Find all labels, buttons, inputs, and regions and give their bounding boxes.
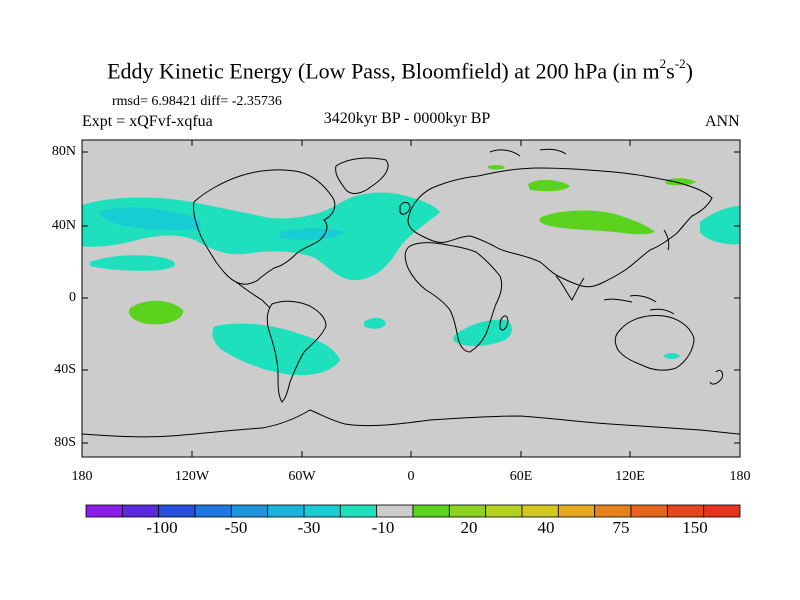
colorbar-label: 75 (612, 518, 630, 537)
colorbar-box (267, 504, 305, 518)
colorbar-label: 40 (537, 518, 555, 537)
colorbar-box (448, 504, 487, 518)
title-main: Eddy Kinetic Energy (Low Pass, Bloomfiel… (107, 58, 660, 84)
x-tick-label: 120E (615, 469, 645, 484)
colorbar-box (412, 504, 450, 518)
anomaly-region-north-atlantic-core (280, 228, 345, 240)
colorbar-box (594, 504, 632, 518)
coastline-north-america (193, 169, 336, 285)
x-tick-label: 180 (729, 469, 751, 484)
colorbar-label: 150 (682, 518, 708, 537)
coastline-japan (663, 229, 670, 251)
colorbar-box (521, 504, 559, 518)
plot-title: Eddy Kinetic Energy (Low Pass, Bloomfiel… (0, 56, 800, 84)
colorbar-box (485, 504, 523, 518)
stats-label: rmsd= 6.98421 diff= -2.35736 (112, 94, 282, 109)
y-tick-label: 40S (54, 362, 76, 377)
x-tick-label: 120W (174, 469, 210, 484)
colorbar-box (121, 504, 160, 518)
coastline-madagascar (499, 315, 509, 331)
colorbar-label: -10 (371, 518, 395, 537)
map-background (82, 140, 740, 457)
experiment-label: Expt = xQFvf-xqfua (82, 113, 213, 130)
colorbar-label: -50 (224, 518, 248, 537)
coastline-africa (404, 242, 503, 353)
anomaly-region-nw-pacific (700, 205, 740, 245)
anomaly-region-siberia (528, 180, 570, 192)
colorbar-box (158, 504, 196, 518)
colorbar-label: -30 (297, 518, 321, 537)
coastline-antarctica (82, 409, 740, 438)
coastline-british-isles (399, 201, 411, 215)
colorbar-box (557, 504, 596, 518)
colorbar-box (630, 504, 668, 518)
title-sup1: 2 (659, 56, 667, 71)
coastline-new-zealand (709, 369, 723, 385)
x-tick-label: 0 (407, 469, 415, 484)
anomaly-region-south-indian (453, 319, 513, 347)
season-label: ANN (705, 113, 740, 130)
anomaly-region-south-atlantic (364, 317, 386, 329)
coastline-india (555, 275, 585, 301)
anomaly-region-south-pacific (212, 323, 340, 376)
coastlines (82, 148, 740, 438)
anomaly-regions (82, 164, 740, 376)
title-end: ) (685, 58, 693, 84)
colorbar-box (85, 504, 123, 518)
x-tick-label: 180 (71, 469, 93, 484)
coastline-central-america (235, 281, 271, 309)
title-sup2: -2 (674, 56, 686, 71)
y-tick-label: 0 (69, 290, 76, 305)
y-tick-label: 40N (51, 218, 76, 233)
colorbar-box (303, 504, 341, 518)
colorbar-label: 20 (460, 518, 478, 537)
colorbar-box (339, 504, 378, 518)
colorbar-box (230, 504, 269, 518)
anomaly-region-arctic (488, 164, 505, 170)
map-ticks (81, 140, 741, 457)
colorbar-box (194, 504, 232, 518)
coastline-greenland (335, 157, 389, 194)
anomaly-region-australia-small (663, 353, 680, 359)
anomaly-region-east-siberia (666, 178, 696, 186)
colorbar-box (666, 504, 705, 518)
period-label: 3420kyr BP - 0000kyr BP (323, 110, 491, 127)
coastline-maritime (603, 295, 675, 315)
anomaly-region-central-asia (539, 210, 655, 235)
y-tick-label: 80N (51, 144, 76, 159)
colorbar-box (703, 504, 741, 518)
coastline-south-america (266, 300, 327, 403)
anomaly-region-tropical-pacific (129, 300, 184, 325)
coastline-arctic-islands (489, 148, 567, 157)
coastline-eurasia (407, 167, 713, 288)
colorbar-label: -100 (146, 518, 178, 537)
x-tick-label: 60E (509, 469, 533, 484)
x-tick-label: 60W (288, 469, 316, 484)
y-tick-label: 80S (54, 435, 76, 450)
anomaly-region-north-pacific-core (98, 207, 202, 231)
colorbar-box (376, 504, 414, 518)
anomaly-region-east-pacific (90, 255, 176, 271)
coastline-australia (614, 315, 695, 371)
title-mid: s (666, 58, 675, 84)
colorbar (85, 504, 741, 518)
